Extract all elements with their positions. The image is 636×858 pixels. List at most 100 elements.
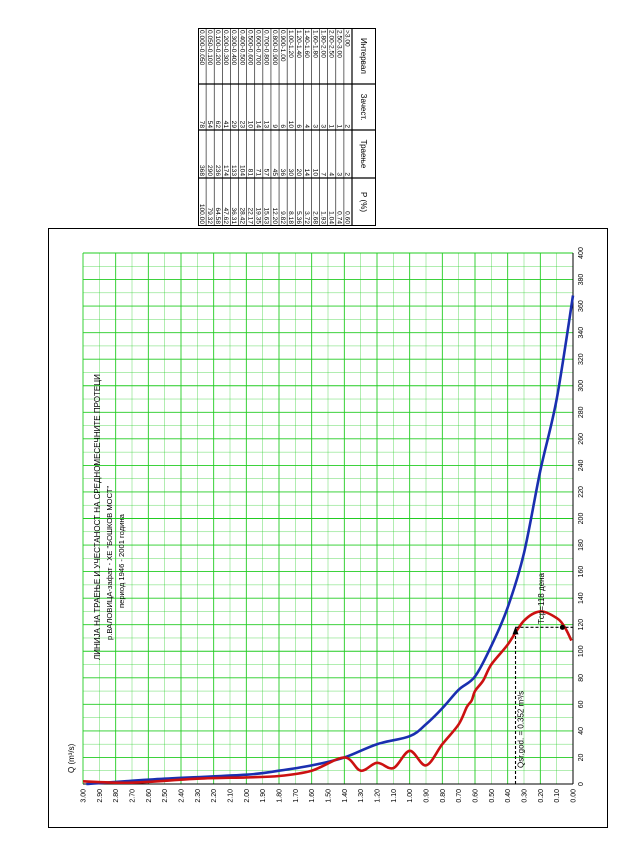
table-cell: 5.36 xyxy=(295,211,302,224)
tick-label-q: 1.40 xyxy=(342,789,349,803)
tick-label-q: 0.30 xyxy=(522,789,529,803)
table-cell: 20 xyxy=(295,169,302,177)
tick-label-t: 380 xyxy=(578,274,585,286)
tick-label-q: 0.40 xyxy=(505,789,512,803)
tick-label-q: 1.60 xyxy=(309,789,316,803)
tick-label-t: 120 xyxy=(578,619,585,631)
table-cell: 47.62 xyxy=(222,207,229,224)
table-cell: 57 xyxy=(263,169,270,177)
tick-label-q: 0.00 xyxy=(571,789,578,803)
tick-label-q: 2.20 xyxy=(211,789,218,803)
tick-label-q: 2.30 xyxy=(195,789,202,803)
tick-label-q: 1.10 xyxy=(391,789,398,803)
table-cell: 62 xyxy=(214,121,221,129)
chart-title-line: р.ВАЛОВИЦА-зафат - ХЕ "БОШКОВ МОСТ" xyxy=(105,486,114,640)
table-cell: 2.68 xyxy=(311,211,318,224)
tick-label-t: 40 xyxy=(578,727,585,735)
tick-label-t: 60 xyxy=(578,700,585,708)
table-cell: 0.000-0.050 xyxy=(198,30,205,66)
table-cell: 174 xyxy=(222,165,229,176)
table-cell: 23 xyxy=(238,121,245,129)
table-cell: 14 xyxy=(255,121,262,129)
table-cell: 3 xyxy=(319,124,326,128)
tick-label-t: 340 xyxy=(578,327,585,339)
table-cell: 0.600-0.700 xyxy=(255,30,262,66)
table-grid: Интервал Зачест. Траење Р (%) >3.00 2 2 0.60 2.5… xyxy=(197,27,377,227)
table-cell: 79.32 xyxy=(206,207,213,224)
tick-label-q: 2.40 xyxy=(179,789,186,803)
table-cell: 78 xyxy=(198,121,205,129)
table-cell: 22.17 xyxy=(246,207,253,224)
table-cell: 9.82 xyxy=(279,211,286,224)
table-cell: 368 xyxy=(198,165,205,176)
series-line-0 xyxy=(86,295,575,786)
tsr-label: Tср=118 дена xyxy=(537,572,546,624)
tick-label-q: 0.20 xyxy=(538,789,545,803)
series-group xyxy=(82,295,575,786)
qsr-label: Qsr.god. = 0.352 m³/s xyxy=(517,691,526,768)
table-cell: 100.00 xyxy=(198,204,205,225)
tick-label-t: 240 xyxy=(578,459,585,471)
table-cell: 1 xyxy=(336,124,343,128)
table-cell: 10 xyxy=(246,121,253,129)
tick-label-q: 2.00 xyxy=(244,789,251,803)
table-cell: 36.31 xyxy=(230,207,237,224)
table-cell: 0.800-0.900 xyxy=(271,30,278,66)
table-cell: 10 xyxy=(311,169,318,177)
table-cell: 28.42 xyxy=(238,207,245,224)
table-cell: 4 xyxy=(327,172,334,176)
chart-title-line: ЛИНИЈА НА ТРАЕЊЕ И УЧЕСТАНОСТ НА СРЕДНОМ… xyxy=(93,374,102,660)
tick-label-q: 1.50 xyxy=(326,789,333,803)
tick-label-t: 100 xyxy=(578,645,585,657)
table-cell: 3.72 xyxy=(303,211,310,224)
table-cell: 1.04 xyxy=(327,211,334,224)
tick-label-q: 0.70 xyxy=(456,789,463,803)
tick-label-q: 0.80 xyxy=(440,789,447,803)
tick-label-t: 160 xyxy=(578,566,585,578)
tick-label-t: 200 xyxy=(578,513,585,525)
duration-curve-chart: 0.00 0.10 0.20 0.30 0.40 0.50 0.60 0.70 0.80 0.90… xyxy=(48,228,608,828)
tick-label-t: 140 xyxy=(578,592,585,604)
table-cell: 29 xyxy=(230,121,237,129)
table-cell: 6 xyxy=(295,124,302,128)
tick-label-q: 0.60 xyxy=(473,789,480,803)
tick-label-t: 0 xyxy=(578,782,585,786)
tick-label-t: 220 xyxy=(578,486,585,498)
table-cell: 71 xyxy=(255,169,262,177)
tick-label-t: 180 xyxy=(578,539,585,551)
tick-label-q: 3.00 xyxy=(81,789,88,803)
table-cell: 81 xyxy=(246,169,253,177)
table-cell: 19.35 xyxy=(255,207,262,224)
table-cell: 2 xyxy=(344,124,351,128)
table-cell: 8.18 xyxy=(287,211,294,224)
table-cell: 1.60-1.80 xyxy=(311,30,318,58)
table-cell: 0.500-0.600 xyxy=(246,30,253,66)
tick-label-q: 0.50 xyxy=(489,789,496,803)
tick-label-q: 2.50 xyxy=(162,789,169,803)
table-cell: 1.80-2.00 xyxy=(319,30,326,58)
table-cell: 1.20-1.40 xyxy=(295,30,302,58)
table-cell: 0.60 xyxy=(344,211,351,224)
table-cell: 1.93 xyxy=(319,211,326,224)
table-cell: 0.900-1.00 xyxy=(279,30,286,62)
frequency-table: Интервал Зачест. Траење Р (%) >3.00 2 2 0.60 2.5… xyxy=(197,27,377,227)
table-cell: 41 xyxy=(222,121,229,129)
table-cell: 30 xyxy=(287,169,294,177)
tick-label-t: 280 xyxy=(578,406,585,418)
table-cell: 4 xyxy=(303,124,310,128)
table-cell: 3 xyxy=(336,172,343,176)
table-cell: 15.63 xyxy=(263,207,270,224)
table-cell: 7 xyxy=(319,172,326,176)
table-cell: 0.300-0.400 xyxy=(230,30,237,66)
table-cell: 2.00-2.50 xyxy=(327,30,334,58)
tick-label-q: 1.90 xyxy=(260,789,267,803)
table-cell: 12.20 xyxy=(271,207,278,224)
tick-label-q: 1.30 xyxy=(358,789,365,803)
table-cell: 0.400-0.500 xyxy=(238,30,245,66)
table-cell: 2.50-3.00 xyxy=(336,30,343,58)
table-cell: 45 xyxy=(271,169,278,177)
table-header-3: Р (%) xyxy=(359,192,368,212)
table-cell: 290 xyxy=(206,165,213,176)
tick-label-t: 80 xyxy=(578,674,585,682)
table-header-1: Зачест. xyxy=(359,94,368,121)
